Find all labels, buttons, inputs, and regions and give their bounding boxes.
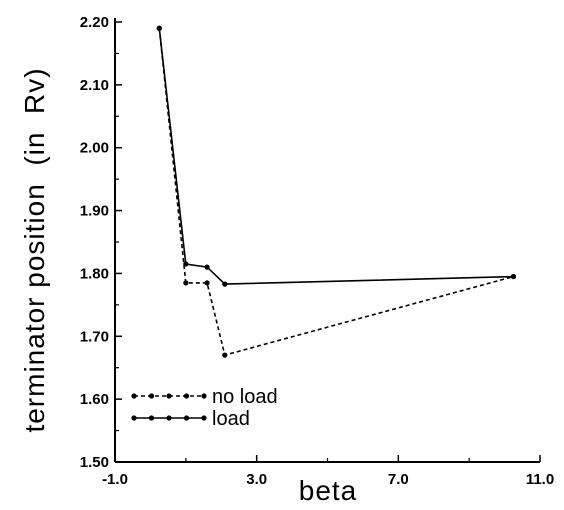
legend-marker <box>148 393 155 399</box>
data-point <box>222 352 228 358</box>
data-point <box>204 264 210 270</box>
legend-marker <box>148 415 155 421</box>
series-line-no-load <box>158 28 514 357</box>
legend-marker <box>166 393 172 399</box>
series-line-load <box>158 28 514 285</box>
x-ticks: -1.0 3.0 7.0 11.0 <box>102 455 554 488</box>
data-point <box>222 281 228 287</box>
x-tick-label: -1.0 <box>102 471 128 488</box>
y-tick-label: 2.10 <box>80 77 109 94</box>
data-point <box>156 25 162 31</box>
legend-marker <box>166 415 172 421</box>
data-point <box>510 273 517 280</box>
legend-marker <box>201 393 207 399</box>
data-point <box>183 280 189 286</box>
data-point <box>183 261 189 267</box>
legend-marker <box>131 393 137 399</box>
legend-marker <box>201 415 207 421</box>
y-tick-label: 1.90 <box>80 203 109 220</box>
x-tick-label: 3.0 <box>246 471 267 488</box>
series-group <box>156 25 517 358</box>
y-ticks: 1.50 1.60 1.70 1.80 1.90 2.00 2.10 2.20 <box>80 14 122 471</box>
y-tick-label: 2.20 <box>80 14 109 31</box>
legend-marker <box>183 415 190 421</box>
y-axis-title: terminator position (in Rv) <box>19 67 50 432</box>
legend-label: no load <box>212 386 278 408</box>
x-axis-title: beta <box>299 475 358 506</box>
y-tick-label: 1.60 <box>80 391 109 408</box>
data-point <box>204 280 210 286</box>
x-tick-label: 11.0 <box>526 471 554 488</box>
y-tick-label: 1.70 <box>80 328 109 345</box>
legend-marker <box>183 393 190 399</box>
y-tick-label: 2.00 <box>80 140 109 157</box>
legend-marker <box>131 415 137 421</box>
legend-label: load <box>212 408 250 430</box>
y-tick-label: 1.80 <box>80 265 109 282</box>
x-tick-label: 7.0 <box>388 471 409 488</box>
y-tick-label: 1.50 <box>80 454 109 471</box>
